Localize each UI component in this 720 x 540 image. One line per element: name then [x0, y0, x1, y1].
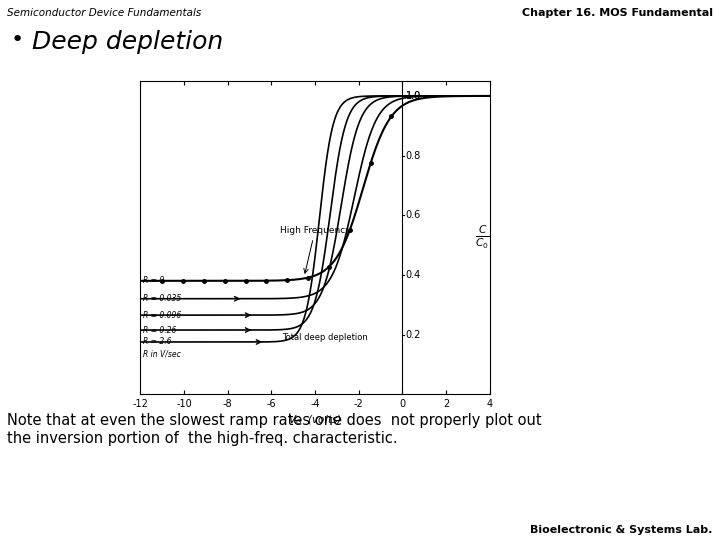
X-axis label: $V_G$  (volts): $V_G$ (volts)	[288, 413, 342, 427]
Text: $\frac{C}{C_0}$: $\frac{C}{C_0}$	[475, 224, 490, 251]
Text: •: •	[11, 30, 24, 50]
Text: R = 0.26: R = 0.26	[143, 326, 176, 335]
Text: R = 0.096: R = 0.096	[143, 310, 181, 320]
Text: Bioelectronic & Systems Lab.: Bioelectronic & Systems Lab.	[531, 524, 713, 535]
Text: 1.0: 1.0	[405, 91, 420, 101]
Text: 0.2: 0.2	[405, 329, 421, 340]
Text: Note that at even the slowest ramp rates one does  not properly plot out
the inv: Note that at even the slowest ramp rates…	[7, 413, 542, 446]
Text: R = 0.035: R = 0.035	[143, 294, 181, 303]
Text: High Frequency: High Frequency	[279, 226, 351, 273]
Text: Deep depletion: Deep depletion	[32, 30, 224, 53]
Text: Total deep depletion: Total deep depletion	[282, 333, 368, 342]
Text: R in V/sec: R in V/sec	[143, 349, 181, 359]
Text: R = 2.6: R = 2.6	[143, 338, 171, 347]
Text: 0.6: 0.6	[405, 210, 420, 220]
Text: 1.0: 1.0	[405, 91, 420, 101]
Text: 0.4: 0.4	[405, 270, 420, 280]
Text: R = 0: R = 0	[143, 276, 164, 285]
Text: Chapter 16. MOS Fundamental: Chapter 16. MOS Fundamental	[522, 8, 713, 18]
Text: 0.8: 0.8	[405, 151, 420, 160]
Text: Semiconductor Device Fundamentals: Semiconductor Device Fundamentals	[7, 8, 202, 18]
